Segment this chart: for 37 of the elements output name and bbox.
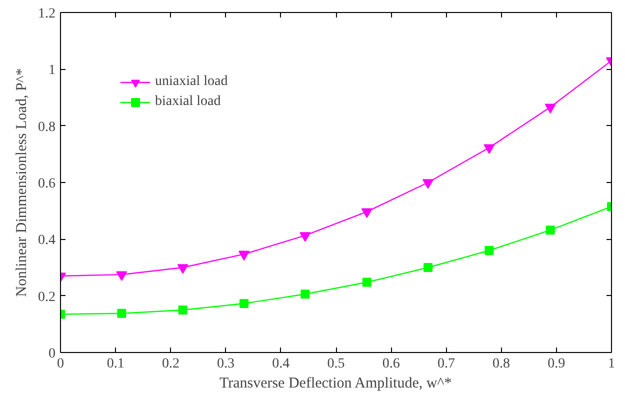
- point: [239, 298, 248, 308]
- x-tick-label: 1: [608, 356, 615, 372]
- point: [178, 306, 188, 314]
- y-tick-label: 1.2: [38, 6, 56, 22]
- point: [117, 308, 126, 318]
- point: [424, 263, 433, 272]
- point: [116, 271, 128, 281]
- x-tick-label: 0.2: [162, 356, 180, 372]
- x-tick-label: 0.9: [548, 356, 566, 372]
- point: [484, 144, 495, 154]
- legend-label: biaxial load: [155, 94, 221, 110]
- y-tick-label: 0.4: [38, 233, 56, 248]
- x-tick-label: 0.3: [217, 356, 235, 372]
- point: [544, 104, 556, 114]
- point: [300, 290, 310, 299]
- point: [546, 226, 555, 235]
- point: [238, 250, 250, 260]
- y-tick-label: 1: [48, 63, 56, 78]
- y-tick-label: 0: [48, 346, 56, 362]
- x-tick-label: 0.4: [272, 356, 290, 372]
- x-tick-label: 0.5: [327, 356, 345, 372]
- y-axis-title: Nonlinear Dimmensionless Load, P^*: [14, 68, 30, 297]
- x-tick-label: 0.6: [382, 356, 400, 372]
- legend-label: uniaxial load: [155, 74, 228, 90]
- point: [422, 179, 434, 189]
- point: [361, 208, 372, 218]
- point: [300, 232, 311, 242]
- y-tick-label: 0.8: [38, 120, 56, 135]
- x-tick-label: 0.7: [437, 356, 455, 372]
- x-tick-label: 0.8: [492, 356, 510, 372]
- x-tick-label: 0.1: [106, 356, 124, 372]
- x-axis-title: Transverse Deflection Amplitude, w^*: [219, 376, 452, 392]
- y-tick-label: 0.2: [38, 290, 56, 305]
- point: [362, 278, 372, 287]
- y-tick-label: 0.6: [38, 176, 56, 192]
- point: [484, 246, 494, 255]
- point: [177, 264, 188, 274]
